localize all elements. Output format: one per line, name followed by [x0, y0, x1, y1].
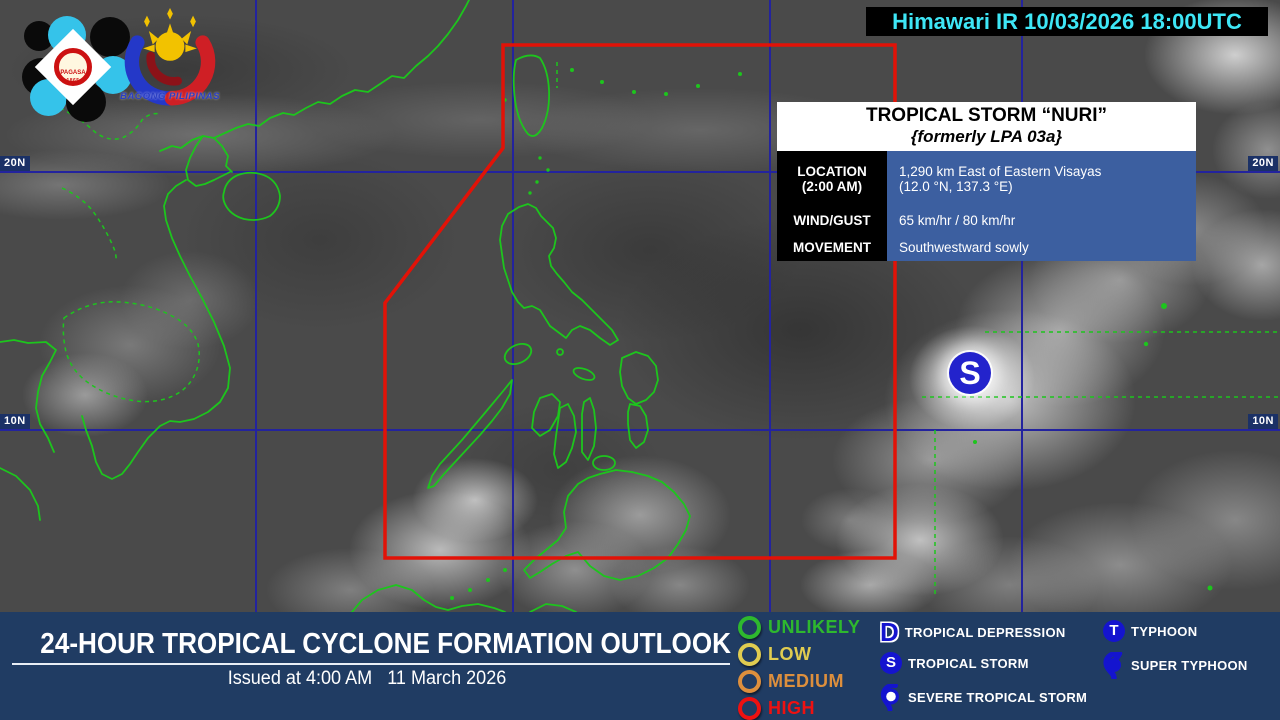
storm-subtitle: {formerly LPA 03a} — [910, 127, 1063, 146]
location-label: LOCATION (2:00 AM) — [777, 151, 887, 207]
issued-timestamp: Issued at 4:00 AM 11 March 2026 — [227, 668, 507, 689]
pagasa-petal — [90, 17, 130, 57]
bagong-pilipinas-graphic — [124, 8, 216, 106]
legend-super-typhoon: SUPER TYPHOON — [1103, 652, 1248, 679]
wind-label: WIND/GUST — [777, 207, 887, 234]
legend-high: HIGH — [738, 697, 815, 720]
legend-low: LOW — [738, 643, 812, 666]
low-circle-icon — [738, 643, 761, 666]
severe-tropical-storm-icon — [880, 684, 899, 711]
storm-info-header: TROPICAL STORM “NURI” {formerly LPA 03a} — [777, 102, 1196, 151]
storm-info-box: TROPICAL STORM “NURI” {formerly LPA 03a}… — [777, 102, 1196, 261]
latitude-line-10n — [0, 429, 1280, 431]
movement-label: MOVEMENT — [777, 234, 887, 261]
meridian-line — [255, 0, 257, 612]
pagasa-ring-seal: PAGASA 1865 — [54, 48, 92, 86]
pagasa-logo: PAGASA 1865 — [10, 6, 132, 122]
legend-unlikely: UNLIKELY — [738, 616, 860, 639]
title-divider — [12, 663, 730, 665]
super-typhoon-icon — [1103, 652, 1123, 679]
unlikely-circle-icon — [738, 616, 761, 639]
location-row: LOCATION (2:00 AM) 1,290 km East of East… — [777, 151, 1196, 207]
pagasa-ring-text: PAGASA — [60, 70, 86, 76]
storm-title: TROPICAL STORM “NURI” — [865, 105, 1108, 126]
legend-tropical-depression: D TROPICAL DEPRESSION — [880, 617, 1066, 647]
wind-row: WIND/GUST 65 km/hr / 80 km/hr — [777, 207, 1196, 234]
latitude-line-20n — [0, 171, 1280, 173]
meridian-line — [769, 0, 771, 612]
high-circle-icon — [738, 697, 761, 720]
par-boundary — [383, 43, 897, 560]
lat-label-10n-left: 10N — [0, 414, 30, 429]
tropical-depression-icon: D — [880, 617, 899, 647]
lat-label-20n-right: 20N — [1248, 156, 1278, 171]
meridian-line — [512, 0, 514, 612]
lat-label-20n-left: 20N — [0, 156, 30, 171]
medium-circle-icon — [738, 670, 761, 693]
legend-tropical-storm: S TROPICAL STORM — [880, 652, 1029, 674]
wind-value: 65 km/hr / 80 km/hr — [887, 207, 1196, 234]
bagong-pilipinas-logo — [122, 6, 218, 106]
legend-medium: MEDIUM — [738, 670, 844, 693]
tropical-storm-symbol: S — [949, 352, 991, 394]
pagasa-year: 1865 — [66, 78, 80, 84]
satellite-banner: Himawari IR 10/03/2026 18:00UTC — [866, 7, 1268, 36]
legend-typhoon: T TYPHOON — [1103, 620, 1197, 642]
lat-label-10n-right: 10N — [1248, 414, 1278, 429]
outlook-title: 24-HOUR TROPICAL CYCLONE FORMATION OUTLO… — [40, 628, 731, 660]
meridian-line — [1021, 0, 1023, 612]
bagong-pilipinas-caption: BAGONG PILIPINAS — [120, 91, 220, 102]
footer-banner: 24-HOUR TROPICAL CYCLONE FORMATION OUTLO… — [0, 612, 1280, 720]
location-value: 1,290 km East of Eastern Visayas (12.0 °… — [887, 151, 1196, 207]
tropical-storm-icon: S — [880, 652, 902, 674]
movement-row: MOVEMENT Southwestward sowly — [777, 234, 1196, 261]
typhoon-icon: T — [1103, 620, 1125, 642]
coastlines-layer — [0, 0, 1280, 612]
legend-severe-tropical-storm: SEVERE TROPICAL STORM — [880, 684, 1087, 711]
movement-value: Southwestward sowly — [887, 234, 1196, 261]
